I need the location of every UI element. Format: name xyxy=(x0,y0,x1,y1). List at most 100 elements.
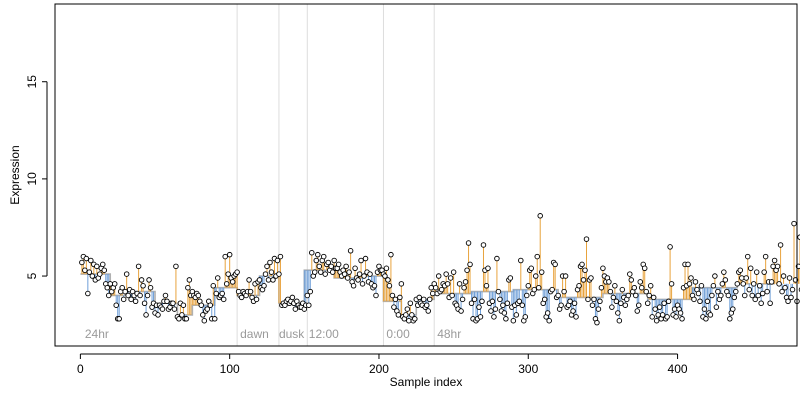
data-point xyxy=(532,273,539,279)
data-point xyxy=(613,298,620,305)
data-point xyxy=(88,257,94,264)
data-point xyxy=(764,288,770,295)
y-tick-label: 10 xyxy=(25,172,39,186)
data-point xyxy=(759,290,766,297)
data-point xyxy=(579,261,585,268)
data-point xyxy=(135,263,142,270)
data-point xyxy=(346,269,352,275)
data-point xyxy=(162,292,169,299)
data-point xyxy=(643,288,649,295)
data-point xyxy=(491,314,497,320)
data-point xyxy=(641,265,648,272)
data-point xyxy=(392,296,399,303)
data-point xyxy=(719,281,726,287)
data-point xyxy=(79,259,85,266)
data-point xyxy=(525,283,532,289)
data-point xyxy=(389,292,396,299)
data-point xyxy=(113,302,119,308)
data-point xyxy=(274,257,281,264)
data-point xyxy=(292,306,299,312)
data-point xyxy=(762,253,769,260)
data-point xyxy=(86,269,93,275)
data-point xyxy=(727,316,733,322)
data-point xyxy=(261,283,267,289)
data-point xyxy=(570,308,576,314)
data-point xyxy=(538,269,545,275)
data-point xyxy=(82,267,88,273)
data-point xyxy=(661,300,667,307)
data-point xyxy=(785,298,791,305)
data-point xyxy=(552,261,558,268)
data-point xyxy=(256,277,263,283)
data-point xyxy=(141,300,148,307)
data-point xyxy=(198,302,205,308)
data-point xyxy=(462,279,469,285)
data-point xyxy=(238,294,245,301)
data-point xyxy=(710,283,717,289)
data-point xyxy=(350,283,357,289)
data-point xyxy=(461,284,467,291)
data-point xyxy=(421,296,427,303)
data-point xyxy=(695,290,702,297)
x-axis-title: Sample index xyxy=(390,375,463,389)
data-point xyxy=(246,277,252,283)
data-point xyxy=(504,300,511,307)
data-point xyxy=(223,281,230,287)
data-point xyxy=(561,288,567,295)
data-point xyxy=(467,261,473,268)
data-point xyxy=(304,292,311,299)
data-point xyxy=(607,288,614,295)
data-point xyxy=(646,292,652,299)
y-tick-label: 15 xyxy=(25,75,39,89)
data-point xyxy=(267,259,273,266)
data-point xyxy=(407,300,414,307)
data-point xyxy=(143,312,149,318)
data-point xyxy=(406,317,412,324)
data-point xyxy=(123,271,130,277)
data-point xyxy=(476,304,482,310)
data-point xyxy=(362,255,369,262)
x-tick-label: 100 xyxy=(220,362,240,376)
data-point xyxy=(313,257,320,264)
data-point xyxy=(679,316,685,322)
data-point xyxy=(555,292,561,299)
data-point xyxy=(211,316,218,322)
data-point xyxy=(583,236,590,242)
data-point xyxy=(416,294,423,301)
data-point xyxy=(435,273,442,279)
data-point xyxy=(652,306,658,312)
data-point xyxy=(104,284,111,291)
data-point xyxy=(309,249,315,256)
data-point xyxy=(147,284,154,291)
data-point xyxy=(688,275,694,281)
data-point xyxy=(707,312,714,318)
data-point xyxy=(782,284,788,291)
data-point xyxy=(128,296,134,303)
data-point xyxy=(270,277,276,283)
data-point xyxy=(791,220,797,227)
data-point xyxy=(495,288,502,295)
data-point xyxy=(531,286,537,293)
data-point xyxy=(774,263,781,270)
data-point xyxy=(776,281,782,287)
data-point xyxy=(200,312,206,318)
data-point xyxy=(356,271,363,277)
data-point xyxy=(500,302,506,308)
data-point xyxy=(510,317,517,324)
data-point xyxy=(656,304,663,310)
data-point xyxy=(359,281,366,287)
data-point xyxy=(341,271,348,277)
data-point xyxy=(637,279,643,285)
data-point xyxy=(616,317,623,324)
data-point xyxy=(315,251,321,258)
data-point xyxy=(737,267,744,273)
data-point xyxy=(730,306,736,312)
data-point xyxy=(132,298,139,305)
data-point xyxy=(761,269,767,275)
data-point xyxy=(155,312,161,318)
data-point xyxy=(179,312,185,318)
data-point xyxy=(477,314,484,320)
data-point xyxy=(447,275,454,281)
data-point xyxy=(386,283,393,289)
